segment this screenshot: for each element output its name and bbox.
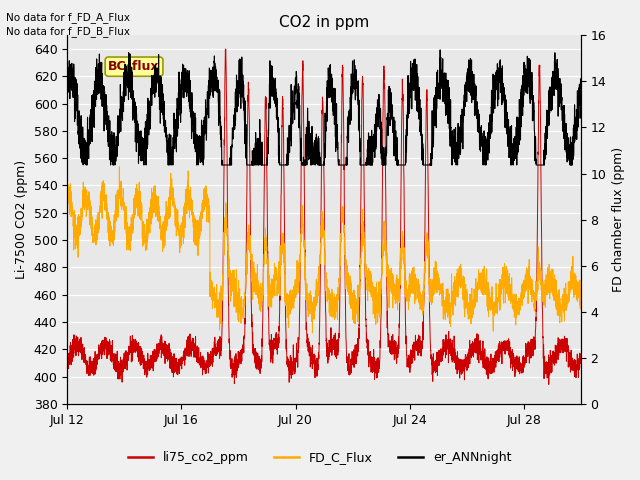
Y-axis label: Li-7500 CO2 (ppm): Li-7500 CO2 (ppm) — [15, 160, 28, 279]
Text: No data for f_FD_B_Flux: No data for f_FD_B_Flux — [6, 26, 131, 37]
Title: CO2 in ppm: CO2 in ppm — [279, 15, 369, 30]
Text: No data for f_FD_A_Flux: No data for f_FD_A_Flux — [6, 12, 131, 23]
Text: BC_flux: BC_flux — [108, 60, 160, 73]
Y-axis label: FD chamber flux (ppm): FD chamber flux (ppm) — [612, 147, 625, 292]
Legend: li75_co2_ppm, FD_C_Flux, er_ANNnight: li75_co2_ppm, FD_C_Flux, er_ANNnight — [124, 446, 516, 469]
